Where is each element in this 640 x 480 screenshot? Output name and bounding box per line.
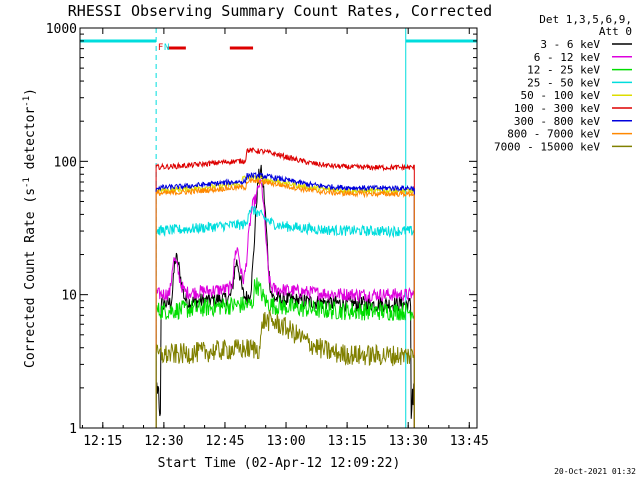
x-tick-label: 12:30 (144, 434, 183, 449)
x-axis-label: Start Time (02-Apr-12 12:09:22) (158, 456, 401, 471)
series-line (155, 309, 415, 428)
y-tick-label: 10 (61, 289, 77, 304)
legend-header-attenuator: Att 0 (599, 25, 632, 38)
x-tick-label: 12:45 (205, 434, 244, 449)
y-axis-label-sup2: -1 (22, 96, 32, 107)
series-line (155, 178, 415, 428)
series-line (155, 176, 415, 428)
y-axis-label-close: ) (23, 88, 38, 96)
marker-n: N (164, 43, 169, 53)
legend-label: 50 - 100 keV (521, 89, 601, 102)
series-line (155, 147, 415, 428)
y-axis-label-sup: -1 (22, 177, 32, 188)
chart-title: RHESSI Observing Summary Count Rates, Co… (68, 2, 492, 20)
series-line (155, 277, 415, 428)
x-axis-ticks: 12:15 12:30 12:45 13:00 13:15 13:30 13:45 (81, 28, 489, 449)
legend-label: 100 - 300 keV (514, 102, 600, 115)
legend-label: 3 - 6 keV (540, 38, 600, 51)
generation-timestamp: 20-Oct-2021 01:32 (554, 467, 636, 476)
series-line (155, 205, 415, 428)
y-axis-ticks: 1 10 100 1000 (46, 22, 477, 437)
y-tick-label: 100 (54, 155, 77, 170)
marker-f: F (158, 43, 163, 53)
legend-label: 300 - 800 keV (514, 115, 600, 128)
y-axis-label-main: Corrected Count Rate (s (23, 188, 38, 368)
legend-label: 25 - 50 keV (527, 76, 600, 89)
x-tick-label: 13:15 (328, 434, 367, 449)
x-tick-label: 12:15 (83, 434, 122, 449)
legend-label: 12 - 25 keV (527, 64, 600, 77)
y-tick-label: 1 (69, 422, 77, 437)
legend-label: 7000 - 15000 keV (494, 140, 600, 153)
y-tick-label: 1000 (46, 22, 77, 37)
y-axis-label-tail: detector (23, 107, 38, 178)
y-axis-label: Corrected Count Rate (s-1 detector-1) (22, 88, 38, 368)
series-line (155, 171, 415, 428)
legend-label: 6 - 12 keV (534, 51, 601, 64)
x-tick-label: 13:30 (389, 434, 428, 449)
plot-frame (79, 27, 478, 429)
x-tick-label: 13:00 (266, 434, 305, 449)
x-tick-label: 13:45 (450, 434, 489, 449)
legend-label: 800 - 7000 keV (507, 128, 600, 141)
legend-header-detectors: Det 1,3,5,6,9, (539, 13, 632, 26)
